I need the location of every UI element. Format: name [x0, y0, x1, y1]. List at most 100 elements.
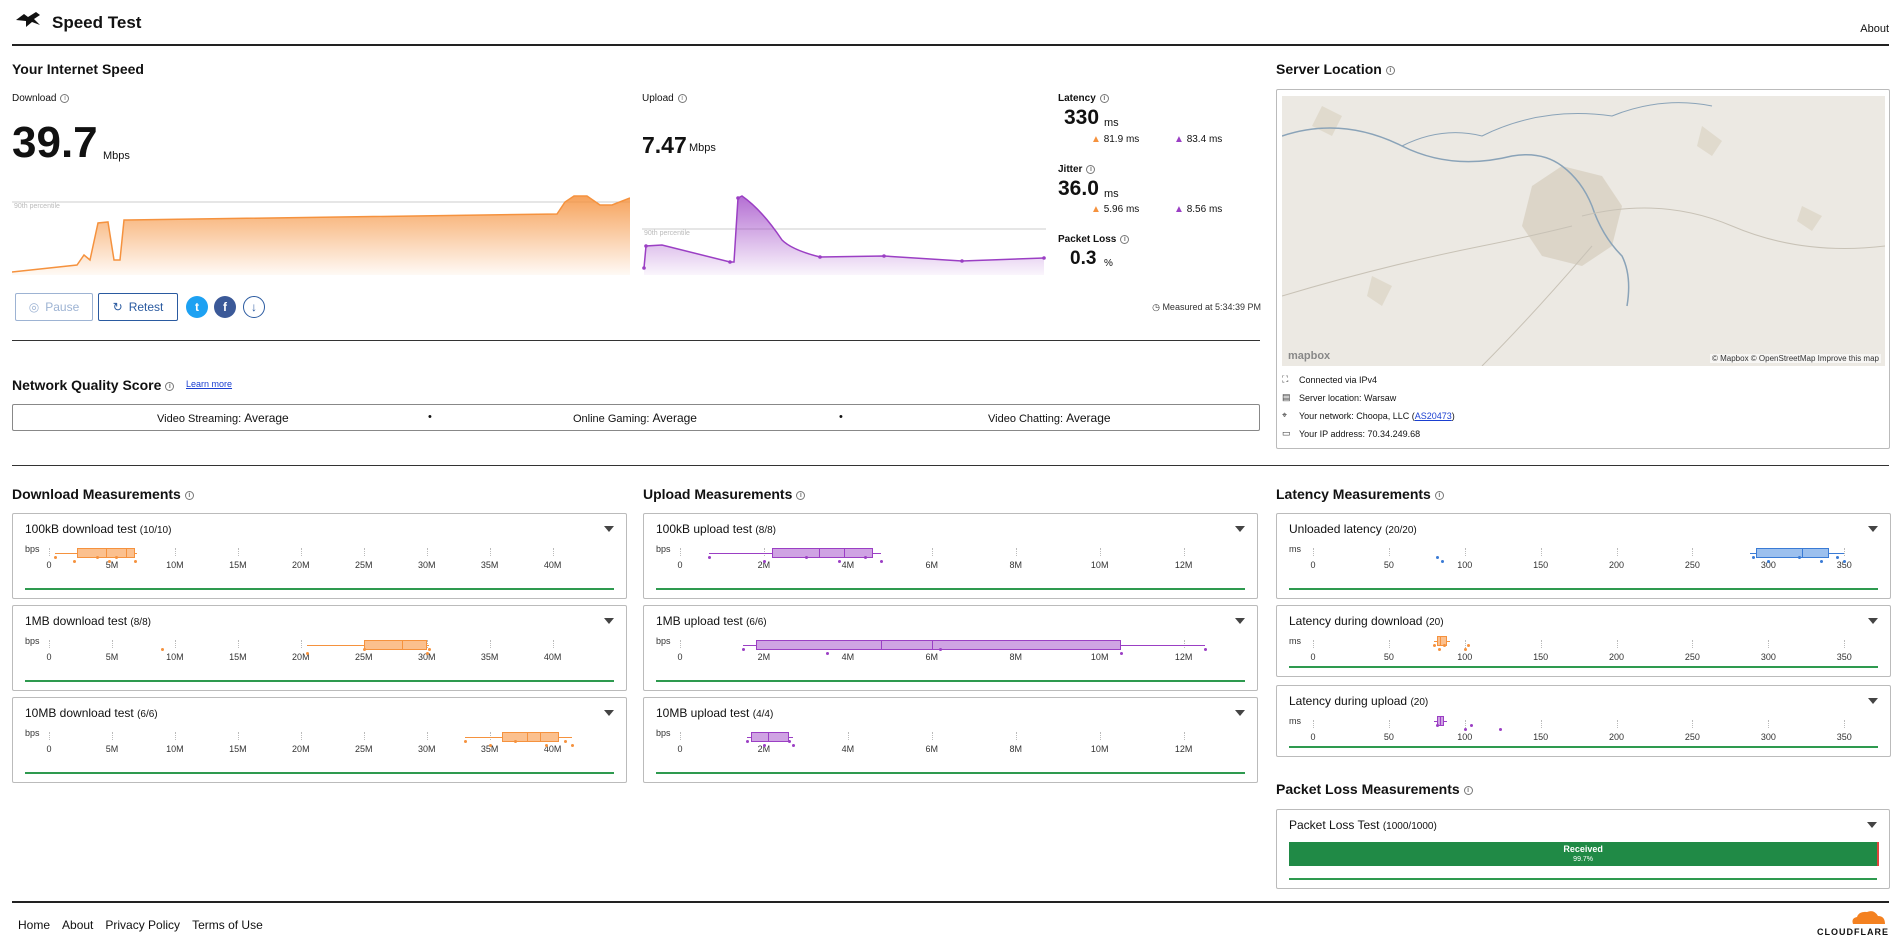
boxplot-point[interactable]	[880, 560, 884, 563]
boxplot-point[interactable]	[708, 556, 712, 559]
chevron-down-icon[interactable]	[1868, 698, 1878, 704]
boxplot-point[interactable]	[73, 560, 77, 563]
info-icon[interactable]: i	[796, 490, 806, 500]
boxplot-point[interactable]	[741, 648, 745, 651]
mapbox-logo[interactable]: mapbox	[1288, 350, 1331, 362]
boxplot-point[interactable]	[1797, 556, 1801, 559]
chevron-down-icon[interactable]	[1235, 526, 1245, 532]
boxplot-box[interactable]	[772, 548, 874, 558]
info-icon[interactable]: i	[1120, 234, 1130, 244]
boxplot-point[interactable]	[488, 744, 492, 747]
measurement-card[interactable]: 10MB upload test (4/4) bps 0 2M 4M 6M 8M 10M 12M	[643, 697, 1258, 783]
retest-button[interactable]: ↻ Retest	[98, 293, 178, 321]
boxplot-point[interactable]	[863, 556, 867, 559]
boxplot-point[interactable]	[428, 648, 432, 651]
packet-loss-card[interactable]: Packet Loss Test (1000/1000) Received 99…	[1276, 809, 1890, 889]
cloudflare-cloud-icon[interactable]	[1847, 908, 1887, 926]
boxplot-point[interactable]	[1442, 644, 1446, 647]
boxplot-point[interactable]	[825, 652, 829, 655]
boxplot-point[interactable]	[1203, 648, 1207, 651]
twitter-icon[interactable]: t	[186, 296, 208, 318]
boxplot-point[interactable]	[1436, 556, 1440, 559]
boxplot-point[interactable]	[1469, 724, 1473, 727]
measurement-card[interactable]: 1MB download test (8/8) bps 0 5M 10M 15M 20M 25…	[12, 605, 627, 691]
boxplot-point[interactable]	[513, 740, 517, 743]
boxplot-point[interactable]	[762, 744, 766, 747]
boxplot-point[interactable]	[425, 652, 429, 655]
boxplot-point[interactable]	[133, 560, 137, 563]
measurement-card[interactable]: 100kB upload test (8/8) bps 0 2M 4M 6M 8M 10M 12…	[643, 513, 1258, 599]
improve-map-link[interactable]: Improve this map	[1817, 354, 1879, 363]
measurement-card[interactable]: Unloaded latency (20/20) ms 0 50 100 150 200 25…	[1276, 513, 1891, 599]
boxplot-point[interactable]	[746, 740, 750, 743]
boxplot-point[interactable]	[362, 648, 366, 651]
boxplot-point[interactable]	[838, 560, 842, 563]
boxplot-point[interactable]	[114, 556, 118, 559]
boxplot-point[interactable]	[108, 560, 112, 563]
footer-link-home[interactable]: Home	[18, 918, 51, 932]
boxplot-point[interactable]	[570, 744, 574, 747]
boxplot-point[interactable]	[1835, 556, 1839, 559]
info-icon[interactable]: i	[1385, 65, 1395, 75]
info-icon[interactable]: i	[60, 93, 70, 103]
app-title[interactable]: Speed Test	[52, 13, 142, 32]
chevron-down-icon[interactable]	[1235, 710, 1245, 716]
chevron-down-icon[interactable]	[604, 710, 614, 716]
boxplot-point[interactable]	[95, 556, 99, 559]
about-link[interactable]: About	[1860, 23, 1889, 35]
app-logo-icon[interactable]	[14, 11, 42, 29]
boxplot-point[interactable]	[54, 556, 58, 559]
footer-link-terms[interactable]: Terms of Use	[192, 918, 263, 932]
boxplot-point[interactable]	[1441, 560, 1444, 563]
measurement-card[interactable]: Latency during download (20) ms 0 50 100 150 2…	[1276, 605, 1891, 677]
boxplot-point[interactable]	[1463, 728, 1467, 731]
boxplot-box[interactable]	[363, 640, 427, 650]
measurement-card[interactable]: Latency during upload (20) ms 0 50 100 150 200…	[1276, 685, 1891, 757]
boxplot-point[interactable]	[1820, 560, 1824, 563]
boxplot-point[interactable]	[804, 556, 808, 559]
chevron-down-icon[interactable]	[604, 526, 614, 532]
boxplot-point[interactable]	[788, 740, 792, 743]
boxplot-point[interactable]	[762, 560, 766, 563]
chevron-down-icon[interactable]	[1235, 618, 1245, 624]
boxplot-point[interactable]	[161, 648, 165, 651]
boxplot-point[interactable]	[545, 744, 549, 747]
info-icon[interactable]: i	[1099, 93, 1109, 103]
server-map[interactable]: mapbox © Mapbox © OpenStreetMap Improve …	[1282, 96, 1885, 366]
download-results-icon[interactable]: ↓	[243, 296, 265, 318]
boxplot-point[interactable]	[1436, 724, 1440, 727]
boxplot-point[interactable]	[1466, 644, 1470, 647]
pause-button[interactable]: ◎ Pause	[15, 293, 93, 321]
info-icon[interactable]: i	[1434, 490, 1444, 500]
boxplot-point[interactable]	[792, 744, 796, 747]
boxplot-point[interactable]	[1767, 560, 1771, 563]
boxplot-point[interactable]	[1752, 556, 1756, 559]
boxplot-point[interactable]	[1433, 644, 1437, 647]
learn-more-link[interactable]: Learn more	[186, 379, 233, 389]
boxplot-point[interactable]	[1437, 648, 1441, 651]
boxplot-point[interactable]	[564, 740, 568, 743]
boxplot-point[interactable]	[1463, 648, 1467, 651]
facebook-icon[interactable]: f	[214, 296, 236, 318]
chevron-down-icon[interactable]	[604, 618, 614, 624]
as-link[interactable]: AS20473	[1414, 410, 1452, 421]
measurement-card[interactable]: 100kB download test (10/10) bps 0 5M 10M 15M 2…	[12, 513, 627, 599]
boxplot-box[interactable]	[1437, 636, 1447, 646]
measurement-card[interactable]: 10MB download test (6/6) bps 0 5M 10M 15M 20M 2…	[12, 697, 627, 783]
boxplot-point[interactable]	[463, 740, 467, 743]
chevron-down-icon[interactable]	[1868, 526, 1878, 532]
boxplot-point[interactable]	[1498, 728, 1502, 731]
boxplot-box[interactable]	[1756, 548, 1830, 558]
boxplot-point[interactable]	[1119, 652, 1123, 655]
boxplot-point[interactable]	[939, 648, 943, 651]
info-icon[interactable]: i	[1463, 785, 1473, 795]
chevron-down-icon[interactable]	[1867, 822, 1877, 828]
boxplot-box[interactable]	[502, 732, 559, 742]
measurement-card[interactable]: 1MB upload test (6/6) bps 0 2M 4M 6M 8M 10M 12M	[643, 605, 1258, 691]
info-icon[interactable]: i	[184, 490, 194, 500]
info-icon[interactable]: i	[165, 381, 175, 391]
boxplot-box[interactable]	[755, 640, 1121, 650]
boxplot-box[interactable]	[751, 732, 790, 742]
info-icon[interactable]: i	[677, 93, 687, 103]
boxplot-point[interactable]	[1843, 560, 1847, 563]
